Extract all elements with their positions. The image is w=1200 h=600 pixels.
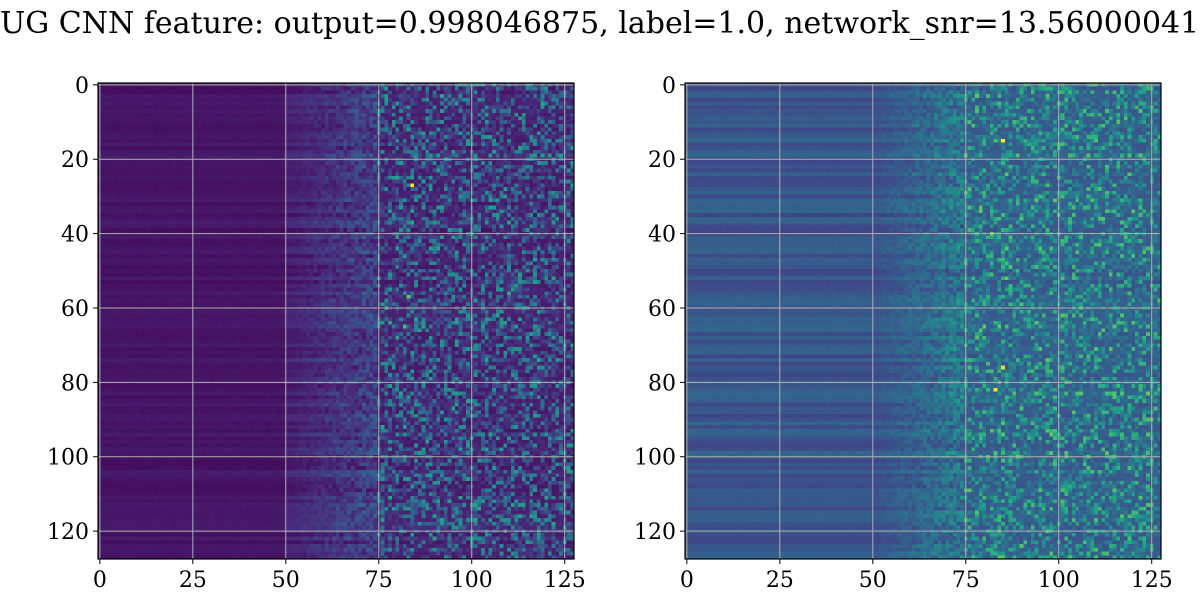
x-tick-label: 0 xyxy=(680,568,694,593)
y-tick-right-3: 60 xyxy=(648,297,685,322)
x-tick-right-4: 100 xyxy=(1038,559,1080,593)
x-tick-right-5: 125 xyxy=(1131,559,1173,593)
y-tick-label: 40 xyxy=(648,223,676,248)
figure-title: UG CNN feature: output=0.998046875, labe… xyxy=(0,6,1200,41)
y-tick-label: 100 xyxy=(47,446,89,471)
y-tick-left-6: 120 xyxy=(47,520,98,545)
x-tick-right-0: 0 xyxy=(680,559,694,593)
y-tick-label: 120 xyxy=(47,520,89,545)
x-tick-label: 50 xyxy=(272,568,300,593)
x-tick-label: 50 xyxy=(859,568,887,593)
y-tick-left-3: 60 xyxy=(61,297,98,322)
y-tick-label: 60 xyxy=(61,297,89,322)
axes-frame-left xyxy=(97,82,575,560)
y-tick-right-1: 20 xyxy=(648,148,685,173)
x-tick-left-2: 50 xyxy=(272,559,300,593)
y-tick-right-5: 100 xyxy=(634,446,685,471)
x-tick-label: 0 xyxy=(93,568,107,593)
x-tick-right-2: 50 xyxy=(859,559,887,593)
y-tick-left-2: 40 xyxy=(61,223,98,248)
y-tick-label: 60 xyxy=(648,297,676,322)
y-tick-label: 80 xyxy=(648,371,676,396)
x-tick-label: 75 xyxy=(365,568,393,593)
x-tick-left-1: 25 xyxy=(179,559,207,593)
y-tick-right-4: 80 xyxy=(648,371,685,396)
y-tick-label: 100 xyxy=(634,446,676,471)
heatmap-panel-right: 0 25 50 75 100 125 0 20 40 60 80 100 120 xyxy=(600,0,1200,600)
y-tick-label: 80 xyxy=(61,371,89,396)
x-tick-label: 75 xyxy=(952,568,980,593)
y-tick-right-2: 40 xyxy=(648,223,685,248)
x-tick-label: 25 xyxy=(179,568,207,593)
x-tick-left-4: 100 xyxy=(451,559,493,593)
heatmap-panel-left: 0 25 50 75 100 125 0 20 40 60 80 100 120 xyxy=(47,74,586,593)
heatmap-image-right xyxy=(685,83,1161,559)
x-tick-left-3: 75 xyxy=(365,559,393,593)
y-tick-label: 0 xyxy=(75,74,89,99)
y-tick-left-5: 100 xyxy=(47,446,98,471)
x-tick-right-1: 25 xyxy=(766,559,794,593)
y-tick-right-6: 120 xyxy=(634,520,685,545)
x-tick-label: 100 xyxy=(1038,568,1080,593)
y-tick-left-1: 20 xyxy=(61,148,98,173)
y-tick-label: 20 xyxy=(648,148,676,173)
x-tick-label: 125 xyxy=(544,568,586,593)
x-tick-label: 125 xyxy=(1131,568,1173,593)
heatmap-image-left xyxy=(98,83,574,559)
y-tick-left-4: 80 xyxy=(61,371,98,396)
x-tick-right-3: 75 xyxy=(952,559,980,593)
axes-frame-right xyxy=(684,82,1162,560)
y-tick-label: 20 xyxy=(61,148,89,173)
x-tick-left-5: 125 xyxy=(544,559,586,593)
x-tick-label: 25 xyxy=(766,568,794,593)
y-tick-label: 120 xyxy=(634,520,676,545)
y-tick-right-0: 0 xyxy=(662,74,685,99)
heatmap-right: 0 25 50 75 100 125 0 20 40 60 80 100 120 xyxy=(634,74,1173,593)
x-tick-label: 100 xyxy=(451,568,493,593)
y-tick-left-0: 0 xyxy=(75,74,98,99)
y-tick-label: 40 xyxy=(61,223,89,248)
x-tick-left-0: 0 xyxy=(93,559,107,593)
heatmap-left: 0 25 50 75 100 125 0 20 40 60 80 100 120 xyxy=(47,74,586,593)
y-tick-label: 0 xyxy=(662,74,676,99)
